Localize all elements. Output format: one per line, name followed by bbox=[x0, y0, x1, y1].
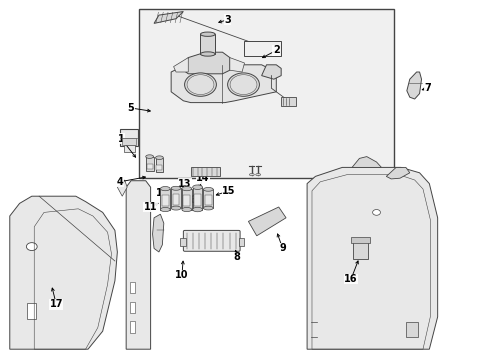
Ellipse shape bbox=[200, 32, 215, 36]
Bar bbox=[27, 303, 36, 319]
Text: 15: 15 bbox=[222, 186, 235, 196]
Ellipse shape bbox=[182, 186, 191, 191]
Bar bbox=[281, 97, 295, 106]
Ellipse shape bbox=[203, 188, 213, 191]
Ellipse shape bbox=[145, 155, 153, 158]
Bar bbox=[129, 321, 135, 333]
Text: 8: 8 bbox=[233, 252, 240, 262]
Polygon shape bbox=[152, 214, 163, 252]
Ellipse shape bbox=[160, 186, 170, 191]
Text: 5: 5 bbox=[127, 103, 134, 113]
Ellipse shape bbox=[186, 75, 214, 94]
Polygon shape bbox=[386, 167, 409, 179]
Polygon shape bbox=[171, 65, 276, 103]
Text: 3: 3 bbox=[224, 15, 230, 25]
Bar bbox=[172, 194, 179, 205]
Polygon shape bbox=[126, 181, 150, 349]
Polygon shape bbox=[406, 72, 421, 99]
Ellipse shape bbox=[155, 156, 163, 159]
Bar bbox=[122, 138, 136, 145]
Polygon shape bbox=[261, 65, 281, 79]
Text: 6: 6 bbox=[189, 195, 196, 205]
Text: 17: 17 bbox=[49, 299, 63, 309]
Ellipse shape bbox=[26, 243, 37, 251]
Text: 2: 2 bbox=[272, 45, 279, 55]
Ellipse shape bbox=[160, 207, 170, 212]
Ellipse shape bbox=[192, 185, 202, 189]
Text: 11: 11 bbox=[143, 202, 157, 212]
Ellipse shape bbox=[192, 207, 202, 212]
Bar bbox=[145, 157, 153, 171]
Bar bbox=[129, 282, 135, 293]
Bar bbox=[124, 145, 135, 152]
Ellipse shape bbox=[171, 206, 181, 210]
Polygon shape bbox=[229, 58, 244, 72]
Bar bbox=[190, 167, 220, 176]
Bar bbox=[352, 242, 367, 259]
FancyBboxPatch shape bbox=[183, 230, 240, 251]
Bar bbox=[120, 129, 138, 146]
Bar bbox=[405, 322, 417, 337]
Text: 4: 4 bbox=[116, 177, 123, 187]
Bar bbox=[194, 194, 201, 206]
Text: 1: 1 bbox=[118, 134, 124, 144]
Polygon shape bbox=[183, 52, 229, 74]
Ellipse shape bbox=[229, 75, 257, 94]
Polygon shape bbox=[10, 196, 117, 349]
Bar bbox=[162, 195, 168, 206]
Text: 16: 16 bbox=[344, 274, 357, 284]
Ellipse shape bbox=[200, 52, 215, 56]
Polygon shape bbox=[351, 157, 381, 167]
Bar bbox=[238, 238, 244, 246]
Bar bbox=[200, 34, 215, 54]
Polygon shape bbox=[248, 207, 285, 236]
Bar bbox=[129, 302, 135, 313]
Text: 14: 14 bbox=[196, 173, 209, 183]
Ellipse shape bbox=[182, 207, 191, 212]
Ellipse shape bbox=[171, 186, 181, 190]
Ellipse shape bbox=[203, 206, 213, 210]
Bar bbox=[139, 9, 393, 178]
Polygon shape bbox=[173, 58, 188, 72]
Polygon shape bbox=[306, 167, 437, 349]
Bar bbox=[146, 164, 152, 169]
Bar bbox=[155, 158, 163, 172]
Bar bbox=[203, 189, 213, 208]
Text: 9: 9 bbox=[279, 243, 285, 253]
Bar bbox=[171, 188, 181, 208]
Polygon shape bbox=[154, 12, 183, 23]
Bar bbox=[244, 41, 281, 56]
Bar bbox=[160, 189, 170, 210]
Bar bbox=[192, 187, 202, 210]
Bar bbox=[156, 165, 162, 170]
Bar bbox=[180, 238, 185, 246]
Polygon shape bbox=[117, 180, 127, 196]
Ellipse shape bbox=[255, 174, 260, 176]
Text: 7: 7 bbox=[424, 83, 430, 93]
Ellipse shape bbox=[249, 174, 254, 176]
Text: 13: 13 bbox=[178, 179, 191, 189]
Bar bbox=[350, 237, 369, 243]
Ellipse shape bbox=[227, 73, 259, 96]
Text: 10: 10 bbox=[175, 270, 188, 280]
Bar bbox=[204, 195, 211, 205]
Ellipse shape bbox=[372, 210, 380, 215]
Text: 12: 12 bbox=[156, 188, 169, 198]
Bar bbox=[183, 195, 190, 206]
Ellipse shape bbox=[184, 73, 216, 96]
Bar bbox=[182, 189, 191, 210]
